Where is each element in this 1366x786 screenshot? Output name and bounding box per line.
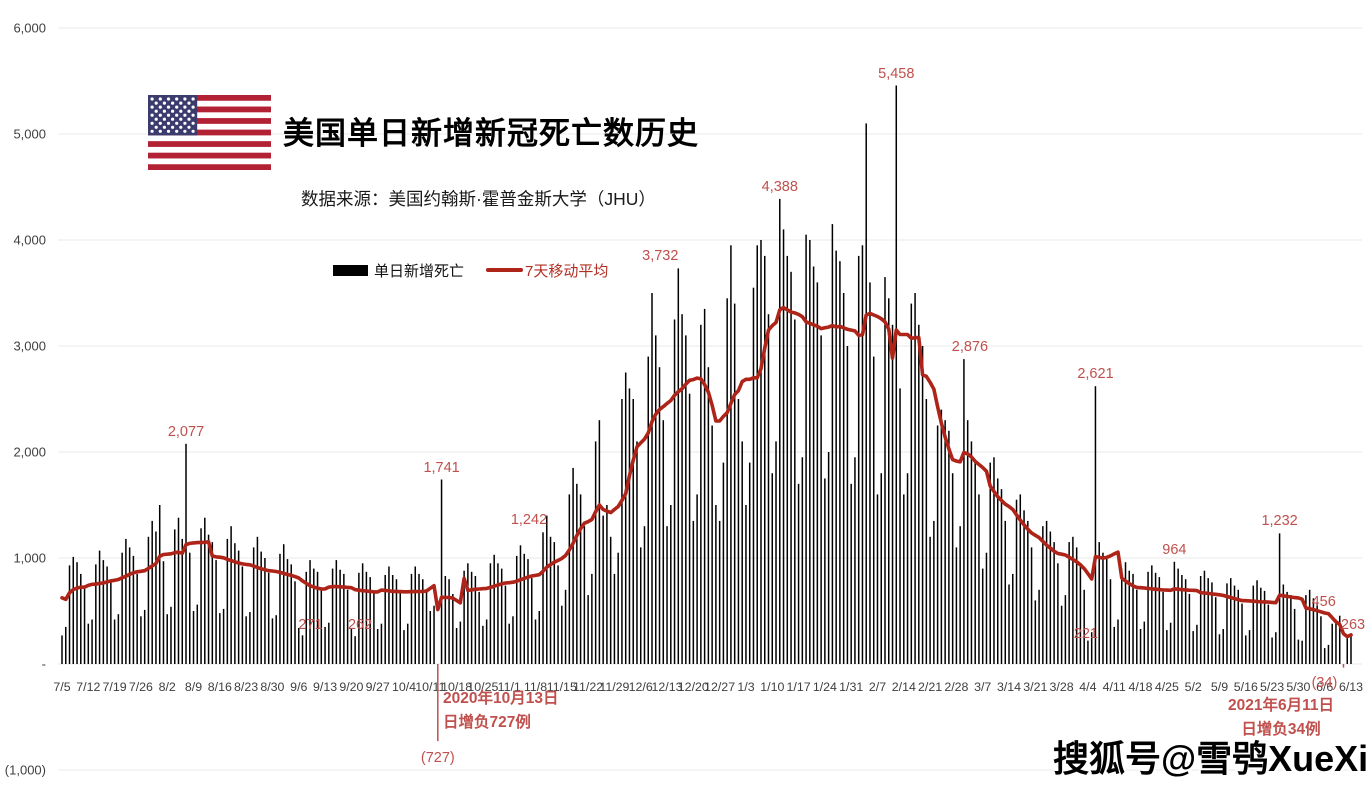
- gridlines: [58, 27, 1362, 771]
- svg-text:8/30: 8/30: [260, 680, 284, 694]
- svg-text:2/21: 2/21: [918, 680, 942, 694]
- svg-text:6/6: 6/6: [1316, 680, 1333, 694]
- svg-text:3/14: 3/14: [997, 680, 1021, 694]
- svg-text:3/7: 3/7: [974, 680, 991, 694]
- svg-text:1/17: 1/17: [787, 680, 811, 694]
- us-flag-icon: [148, 95, 271, 171]
- svg-text:2,000: 2,000: [13, 445, 46, 460]
- svg-text:221: 221: [1074, 626, 1098, 642]
- svg-text:12/27: 12/27: [704, 680, 735, 694]
- svg-text:9/13: 9/13: [313, 680, 337, 694]
- svg-text:11/1: 11/1: [498, 680, 521, 694]
- svg-text:964: 964: [1162, 542, 1186, 558]
- svg-text:4/11: 4/11: [1103, 680, 1126, 694]
- svg-text:8/16: 8/16: [208, 680, 232, 694]
- svg-text:9/27: 9/27: [366, 680, 390, 694]
- svg-text:5/16: 5/16: [1234, 680, 1258, 694]
- svg-text:1/3: 1/3: [737, 680, 754, 694]
- ma-series-swatch: [486, 268, 524, 272]
- svg-text:日增负34例: 日增负34例: [1241, 719, 1320, 738]
- svg-text:456: 456: [1312, 594, 1336, 610]
- svg-text:7/26: 7/26: [129, 680, 153, 694]
- ma-series-label: 7天移动平均: [525, 262, 609, 280]
- svg-text:(34): (34): [1312, 675, 1338, 691]
- svg-text:5/9: 5/9: [1211, 680, 1228, 694]
- svg-text:1,242: 1,242: [511, 512, 547, 528]
- svg-text:5/2: 5/2: [1185, 680, 1202, 694]
- svg-text:-: -: [42, 657, 46, 672]
- svg-text:2021年6月11日: 2021年6月11日: [1228, 695, 1334, 714]
- svg-text:4,388: 4,388: [762, 179, 798, 195]
- us-flag-graphic: [148, 95, 271, 171]
- svg-text:(1,000): (1,000): [5, 763, 46, 778]
- svg-text:1,000: 1,000: [13, 551, 46, 566]
- svg-text:7/19: 7/19: [103, 680, 127, 694]
- svg-text:12/13: 12/13: [651, 680, 682, 694]
- svg-text:11/22: 11/22: [573, 680, 603, 694]
- svg-text:2,077: 2,077: [168, 424, 204, 440]
- svg-text:2,621: 2,621: [1077, 366, 1113, 382]
- svg-text:1,232: 1,232: [1261, 513, 1297, 529]
- svg-text:4,000: 4,000: [13, 233, 46, 248]
- svg-text:8/9: 8/9: [185, 680, 202, 694]
- svg-text:8/2: 8/2: [159, 680, 176, 694]
- svg-text:日增负727例: 日增负727例: [443, 712, 531, 731]
- bars-series: [61, 85, 1352, 742]
- svg-text:5/23: 5/23: [1260, 680, 1284, 694]
- svg-text:262: 262: [348, 617, 372, 633]
- svg-text:10/25: 10/25: [467, 680, 498, 694]
- svg-text:3,000: 3,000: [13, 339, 46, 354]
- svg-text:4/18: 4/18: [1128, 680, 1152, 694]
- svg-text:9/6: 9/6: [290, 680, 307, 694]
- svg-text:5/30: 5/30: [1286, 680, 1310, 694]
- svg-text:1/10: 1/10: [760, 680, 784, 694]
- svg-text:1,741: 1,741: [423, 460, 459, 476]
- svg-text:11/8: 11/8: [524, 680, 547, 694]
- svg-text:1/31: 1/31: [839, 680, 863, 694]
- svg-text:12/20: 12/20: [678, 680, 709, 694]
- bar-series-swatch: [333, 264, 368, 276]
- svg-text:3/21: 3/21: [1023, 680, 1047, 694]
- svg-text:2/7: 2/7: [869, 680, 886, 694]
- svg-text:4/4: 4/4: [1079, 680, 1096, 694]
- svg-text:7/5: 7/5: [53, 680, 70, 694]
- svg-text:12/6: 12/6: [629, 680, 653, 694]
- svg-text:3/28: 3/28: [1050, 680, 1074, 694]
- svg-text:3,732: 3,732: [642, 248, 678, 264]
- svg-text:2/14: 2/14: [892, 680, 916, 694]
- bar-series-label: 单日新增死亡: [374, 262, 465, 280]
- svg-text:11/29: 11/29: [599, 680, 629, 694]
- svg-text:7/12: 7/12: [76, 680, 100, 694]
- svg-text:2020年10月13日: 2020年10月13日: [443, 688, 558, 707]
- svg-text:9/20: 9/20: [339, 680, 363, 694]
- svg-text:1/24: 1/24: [813, 680, 837, 694]
- svg-text:6/13: 6/13: [1339, 680, 1363, 694]
- svg-text:5,458: 5,458: [878, 66, 914, 82]
- svg-text:10/18: 10/18: [441, 680, 472, 694]
- svg-text:8/23: 8/23: [234, 680, 258, 694]
- svg-text:2/28: 2/28: [944, 680, 968, 694]
- legend: 单日新增死亡 7天移动平均: [333, 261, 609, 280]
- x-axis-labels: 7/5 7/12 7/19 7/26 8/2 8/9 8/16 8/23 8/30 9/6 9/13…: [53, 680, 1363, 694]
- svg-text:10/4: 10/4: [392, 680, 416, 694]
- svg-text:(727): (727): [421, 750, 455, 766]
- svg-text:5,000: 5,000: [13, 127, 46, 142]
- svg-text:2,876: 2,876: [952, 339, 988, 355]
- svg-text:271: 271: [298, 617, 322, 633]
- svg-text:4/25: 4/25: [1155, 680, 1179, 694]
- y-axis-labels: 6,000 5,000 4,000 3,000 2,000 1,000 - (1,000): [5, 21, 46, 778]
- moving-average-line: [60, 305, 1353, 639]
- watermark-sohu: 搜狐号@雪鸮XueXiao: [1053, 738, 1366, 779]
- page-title: 美国单日新增新冠死亡数历史: [283, 116, 699, 151]
- svg-text:11/15: 11/15: [547, 680, 577, 694]
- data-source-text: 数据来源：美国约翰斯·霍普金斯大学（JHU）: [301, 189, 656, 209]
- annotation-labels: 2,077 271 262 (727) 1,741 1,242 3,732 4,388 5,45…: [168, 66, 1365, 766]
- svg-text:263: 263: [1341, 617, 1365, 633]
- svg-text:6,000: 6,000: [13, 21, 46, 36]
